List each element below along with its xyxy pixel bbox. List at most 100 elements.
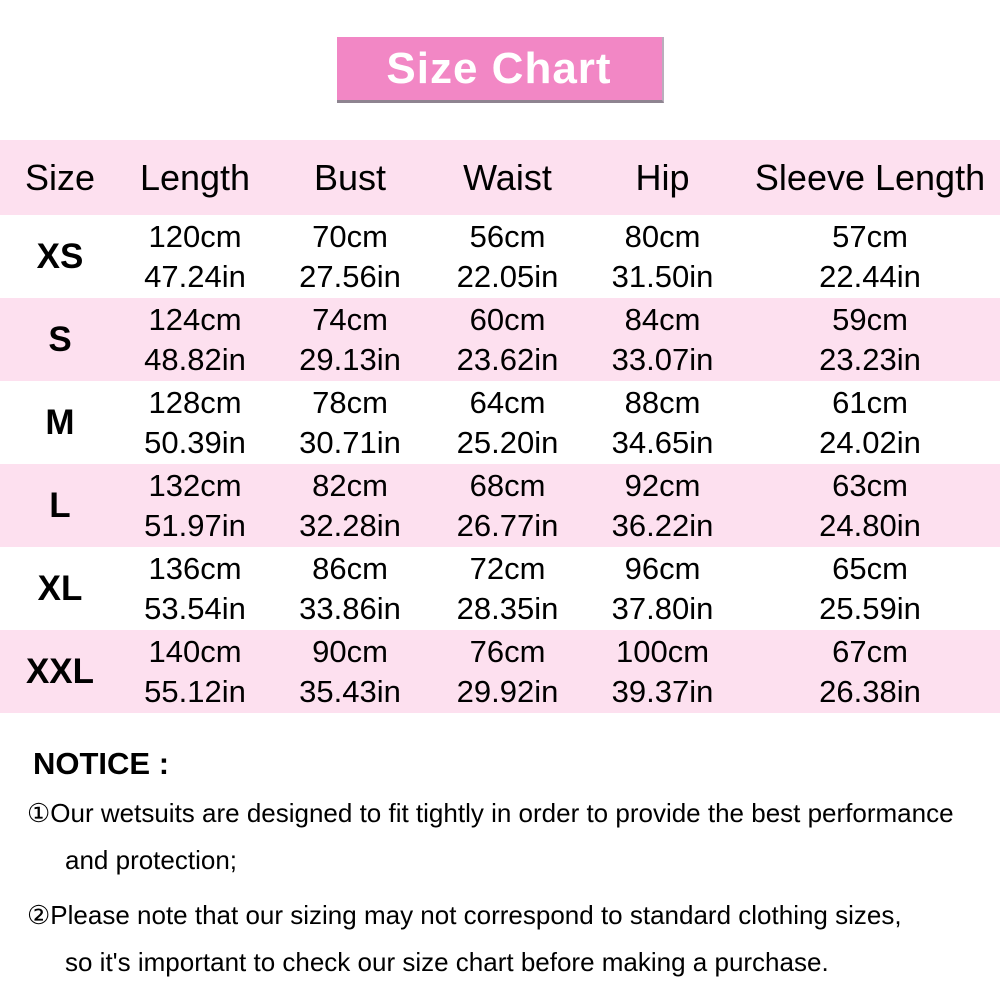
measurement-cell-length: 140cm 55.12in xyxy=(120,630,270,713)
size-cell: S xyxy=(48,319,72,359)
value-cm: 64cm xyxy=(469,384,546,420)
notice-item-2: ②Please note that our sizing may not cor… xyxy=(27,892,980,986)
value-in: 22.44in xyxy=(819,258,921,294)
measurement-cell-sleeve: 59cm 23.23in xyxy=(740,298,1000,381)
measurement-cell-sleeve: 63cm 24.80in xyxy=(740,464,1000,547)
measurement-cell-hip: 88cm 34.65in xyxy=(585,381,740,464)
value-in: 48.82in xyxy=(144,341,246,377)
value-cm: 86cm xyxy=(312,550,388,586)
value-cm: 72cm xyxy=(469,550,546,586)
value-cm: 84cm xyxy=(624,301,701,337)
measurement-cell-bust: 82cm 32.28in xyxy=(270,464,430,547)
value-in: 25.20in xyxy=(456,424,559,460)
value-cm: 96cm xyxy=(624,550,701,586)
value-in: 39.37in xyxy=(611,673,714,709)
measurement-cell-waist: 72cm 28.35in xyxy=(430,547,585,630)
value-in: 23.23in xyxy=(819,341,921,377)
value-cm: 76cm xyxy=(469,633,546,669)
column-header-sleeve: Sleeve Length xyxy=(754,156,986,198)
table-row-s: S 124cm 48.82in 74cm 29.13in 60cm 23.62in 8… xyxy=(0,298,1000,381)
value-cm: 63cm xyxy=(832,467,908,503)
value-cm: 128cm xyxy=(148,384,242,420)
size-cell: XXL xyxy=(25,651,95,691)
value-cm: 74cm xyxy=(312,301,388,337)
measurement-cell-bust: 70cm 27.56in xyxy=(270,215,430,298)
measurement-cell-bust: 74cm 29.13in xyxy=(270,298,430,381)
table-row-xl: XL 136cm 53.54in 86cm 33.86in 72cm 28.35in … xyxy=(0,547,1000,630)
measurement-cell-bust: 90cm 35.43in xyxy=(270,630,430,713)
value-cm: 120cm xyxy=(148,218,242,254)
value-cm: 136cm xyxy=(148,550,242,586)
value-in: 29.13in xyxy=(299,341,401,377)
measurement-cell-waist: 64cm 25.20in xyxy=(430,381,585,464)
value-in: 51.97in xyxy=(144,507,246,543)
value-in: 34.65in xyxy=(611,424,714,460)
value-cm: 88cm xyxy=(624,384,701,420)
value-in: 24.02in xyxy=(819,424,921,460)
notice-item-2-line-2: so it's important to check our size char… xyxy=(65,947,829,977)
column-header-length: Length xyxy=(139,156,251,198)
measurement-cell-waist: 60cm 23.62in xyxy=(430,298,585,381)
value-in: 29.92in xyxy=(456,673,559,709)
value-cm: 80cm xyxy=(624,218,701,254)
value-cm: 78cm xyxy=(312,384,388,420)
title-banner: Size Chart xyxy=(336,37,664,103)
column-header-hip: Hip xyxy=(635,156,690,198)
size-chart-page: Size Chart Size Length Bust Waist Hip Sl… xyxy=(0,37,1000,1000)
value-in: 22.05in xyxy=(456,258,559,294)
size-cell: L xyxy=(49,485,71,525)
measurement-cell-hip: 96cm 37.80in xyxy=(585,547,740,630)
value-cm: 59cm xyxy=(832,301,908,337)
measurement-cell-sleeve: 57cm 22.44in xyxy=(740,215,1000,298)
size-table: Size Length Bust Waist Hip Sleeve Length… xyxy=(0,140,1000,713)
measurement-cell-waist: 68cm 26.77in xyxy=(430,464,585,547)
value-in: 33.86in xyxy=(299,590,401,626)
measurement-cell-length: 136cm 53.54in xyxy=(120,547,270,630)
notice-heading: NOTICE : xyxy=(33,746,170,781)
measurement-cell-hip: 92cm 36.22in xyxy=(585,464,740,547)
value-in: 30.71in xyxy=(299,424,401,460)
size-cell: XS xyxy=(36,236,84,276)
header-row: Size Length Bust Waist Hip Sleeve Length xyxy=(0,140,1000,215)
value-cm: 56cm xyxy=(469,218,546,254)
measurement-cell-waist: 56cm 22.05in xyxy=(430,215,585,298)
measurement-cell-waist: 76cm 29.92in xyxy=(430,630,585,713)
value-cm: 92cm xyxy=(624,467,701,503)
value-cm: 60cm xyxy=(469,301,546,337)
value-in: 33.07in xyxy=(611,341,714,377)
value-cm: 132cm xyxy=(148,467,242,503)
value-cm: 82cm xyxy=(312,467,388,503)
value-in: 27.56in xyxy=(299,258,401,294)
measurement-cell-length: 120cm 47.24in xyxy=(120,215,270,298)
value-in: 26.38in xyxy=(819,673,921,709)
value-cm: 67cm xyxy=(832,633,908,669)
value-cm: 57cm xyxy=(832,218,908,254)
measurement-cell-hip: 84cm 33.07in xyxy=(585,298,740,381)
value-in: 47.24in xyxy=(144,258,246,294)
measurement-cell-hip: 80cm 31.50in xyxy=(585,215,740,298)
value-in: 55.12in xyxy=(144,673,246,709)
value-cm: 61cm xyxy=(832,384,908,420)
value-in: 26.77in xyxy=(456,507,559,543)
value-in: 36.22in xyxy=(611,507,714,543)
table-row-xs: XS 120cm 47.24in 70cm 27.56in 56cm 22.05in … xyxy=(0,215,1000,298)
value-in: 50.39in xyxy=(144,424,246,460)
column-header-bust: Bust xyxy=(313,156,387,198)
notice-item-1: ①Our wetsuits are designed to fit tightl… xyxy=(27,790,980,884)
value-in: 32.28in xyxy=(299,507,401,543)
notice-item-1-line-1: ①Our wetsuits are designed to fit tightl… xyxy=(27,798,954,828)
measurement-cell-sleeve: 67cm 26.38in xyxy=(740,630,1000,713)
table-header: Size Length Bust Waist Hip Sleeve Length xyxy=(0,140,1000,215)
value-cm: 124cm xyxy=(148,301,242,337)
notice-item-1-line-2: and protection; xyxy=(65,845,238,875)
column-header-waist: Waist xyxy=(463,156,552,198)
notice-section: NOTICE : ①Our wetsuits are designed to f… xyxy=(27,746,980,986)
measurement-cell-length: 128cm 50.39in xyxy=(120,381,270,464)
size-cell: XL xyxy=(37,568,83,608)
measurement-cell-hip: 100cm 39.37in xyxy=(585,630,740,713)
value-in: 53.54in xyxy=(144,590,246,626)
value-cm: 68cm xyxy=(469,467,546,503)
value-cm: 100cm xyxy=(615,633,710,669)
size-cell: M xyxy=(45,402,75,442)
measurement-cell-bust: 86cm 33.86in xyxy=(270,547,430,630)
